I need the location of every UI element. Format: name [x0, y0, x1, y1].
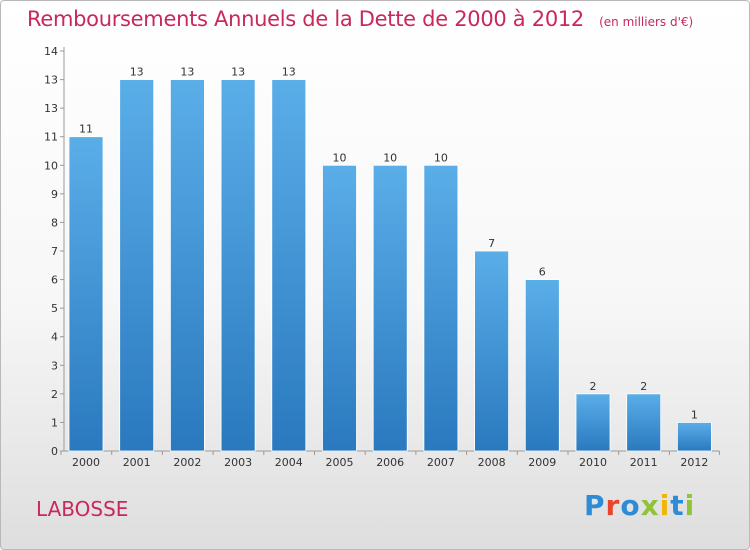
bar-data-label: 13: [282, 66, 296, 79]
bar-data-label: 1: [691, 408, 698, 421]
logo-letter: r: [605, 489, 621, 522]
logo-letter: x: [640, 489, 660, 522]
y-tick-label: 2: [51, 388, 58, 401]
chart-title: Remboursements Annuels de la Dette de 20…: [27, 7, 584, 31]
y-tick-label: 14: [44, 45, 58, 58]
y-tick-label: 6: [51, 274, 58, 287]
bar: [169, 79, 205, 452]
bar-data-label: 2: [590, 380, 597, 393]
y-tick-label: 8: [51, 216, 58, 229]
logo-letter: o: [620, 489, 641, 522]
chart-header: Remboursements Annuels de la Dette de 20…: [27, 7, 693, 31]
y-tick-label: 10: [44, 159, 58, 172]
y-tick-label: 9: [51, 188, 58, 201]
y-tick-label: 1: [51, 416, 58, 429]
bar-data-label: 7: [488, 237, 495, 250]
bar: [220, 79, 256, 452]
y-tick-label: 0: [51, 445, 58, 458]
x-tick-label: 2000: [72, 456, 100, 469]
bar-data-label: 10: [434, 151, 448, 164]
bar-data-label: 10: [333, 151, 347, 164]
x-tick-label: 2011: [630, 456, 658, 469]
x-tick-label: 2008: [478, 456, 506, 469]
x-tick-label: 2004: [275, 456, 303, 469]
commune-name: LABOSSE: [36, 497, 129, 521]
x-tick-label: 2010: [579, 456, 607, 469]
bar-data-label: 13: [180, 66, 194, 79]
bar-data-label: 2: [640, 380, 647, 393]
y-tick-label: 13: [44, 74, 58, 87]
bar: [271, 79, 307, 452]
x-tick-label: 2012: [680, 456, 708, 469]
bar: [322, 164, 357, 452]
logo-letter: P: [584, 489, 606, 522]
bar-data-label: 6: [539, 266, 546, 279]
x-tick-label: 2005: [326, 456, 354, 469]
bar: [423, 164, 459, 452]
logo-letter: i: [684, 489, 696, 522]
bar-data-label: 13: [231, 66, 245, 79]
x-tick-label: 2009: [528, 456, 556, 469]
y-tick-label: 5: [51, 302, 58, 315]
bar-data-label: 10: [383, 151, 397, 164]
bar: [524, 279, 560, 452]
y-tick-label: 3: [51, 359, 58, 372]
bar-data-label: 11: [79, 123, 93, 136]
bar: [68, 136, 104, 452]
x-tick-label: 2006: [376, 456, 404, 469]
bar: [626, 393, 662, 452]
chart-subtitle: (en milliers d'€): [599, 15, 694, 29]
bar: [119, 79, 155, 452]
y-tick-label: 13: [44, 102, 58, 115]
y-tick-label: 7: [51, 245, 58, 258]
x-tick-label: 2003: [224, 456, 252, 469]
logo-letter: t: [670, 489, 685, 522]
logo-letter: i: [659, 489, 671, 522]
bar: [474, 250, 510, 452]
bar: [372, 164, 408, 452]
y-tick-label: 4: [51, 331, 58, 344]
bar: [575, 393, 611, 452]
y-tick-label: 11: [44, 131, 58, 144]
x-tick-label: 2002: [173, 456, 201, 469]
x-tick-label: 2007: [427, 456, 455, 469]
bar: [677, 422, 712, 452]
bar-data-label: 13: [130, 66, 144, 79]
x-tick-label: 2001: [123, 456, 151, 469]
proxiti-logo: Proxiti: [584, 489, 695, 522]
